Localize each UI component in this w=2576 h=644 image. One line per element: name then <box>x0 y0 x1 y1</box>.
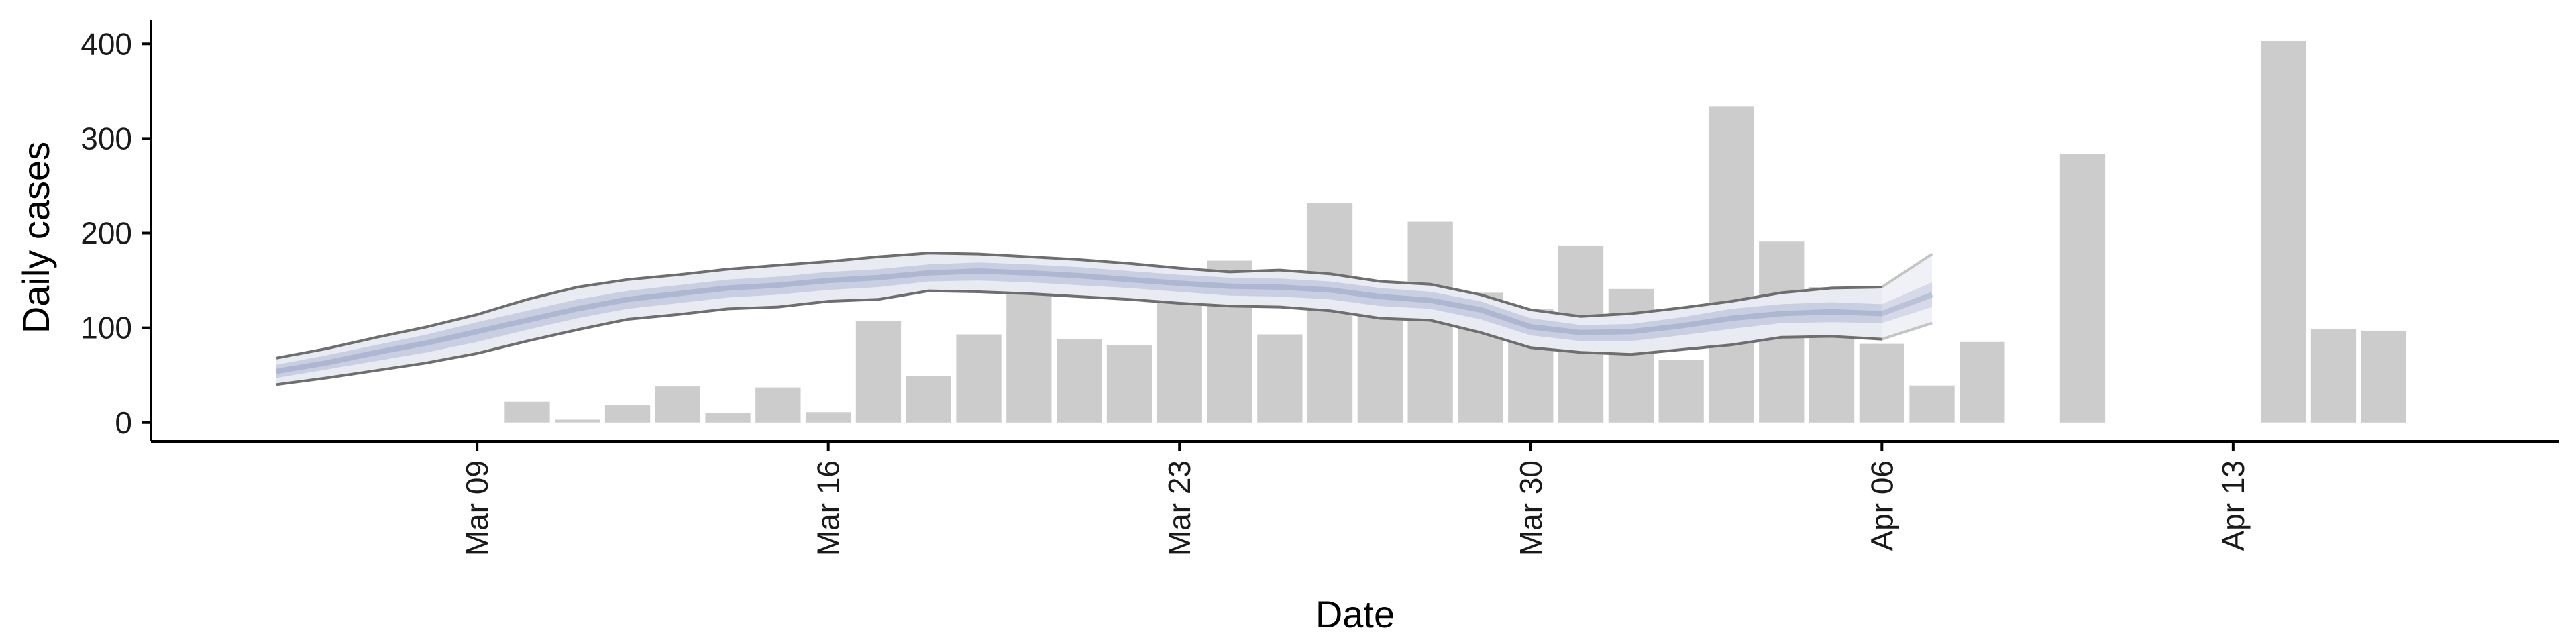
bar-2020-03-17 <box>855 321 902 423</box>
tick-layer: 0 100 200 300 400 Mar 09 Mar 16 Mar 23 Mar 30 Apr… <box>80 26 2251 556</box>
bar-2020-03-11 <box>555 419 600 423</box>
bar-2020-03-16 <box>806 412 851 423</box>
x-tick-label: Apr 06 <box>1864 460 1899 551</box>
y-tick-label: 400 <box>80 26 132 61</box>
bar-2020-04-07 <box>1909 385 1955 423</box>
bar-2020-04-10 <box>2059 154 2106 423</box>
y-tick-label: 300 <box>80 121 132 156</box>
bar-2020-03-12 <box>604 405 651 423</box>
x-tick-label: Apr 13 <box>2216 460 2251 551</box>
bar-2020-03-19 <box>956 334 1002 423</box>
bar-2020-04-08 <box>1960 341 2005 423</box>
y-tick-label: 100 <box>80 311 132 345</box>
bars-layer <box>504 41 2406 423</box>
estimate-band-layer <box>276 252 1933 386</box>
bar-2020-04-15 <box>2310 329 2357 423</box>
median-line <box>1880 292 1933 317</box>
bar-2020-03-21 <box>1057 339 1102 423</box>
bar-2020-03-15 <box>755 387 801 423</box>
bar-2020-03-18 <box>906 376 951 423</box>
upper-bound-line <box>276 252 1882 360</box>
bar-2020-03-13 <box>655 386 700 423</box>
bar-2020-04-14 <box>2261 41 2306 423</box>
estimate-band <box>276 252 1882 386</box>
x-axis-title: Date <box>1316 593 1395 635</box>
bar-2020-03-22 <box>1106 345 1152 423</box>
x-tick-label: Mar 30 <box>1513 460 1548 556</box>
bar-2020-04-16 <box>2361 330 2406 423</box>
bar-2020-04-02 <box>1658 360 1704 423</box>
bar-2020-04-01 <box>1608 288 1654 423</box>
x-tick-label: Mar 16 <box>811 460 846 556</box>
bar-2020-03-23 <box>1157 294 1202 423</box>
y-tick-label: 200 <box>80 216 132 251</box>
x-tick-label: Mar 23 <box>1162 460 1197 556</box>
x-tick-label: Mar 09 <box>460 460 494 556</box>
lower-bound-line <box>276 289 1882 386</box>
bar-2020-03-14 <box>705 413 751 423</box>
upper-bound-line <box>1881 252 1933 288</box>
bar-2020-04-06 <box>1859 343 1904 423</box>
y-axis-title: Daily cases <box>15 142 57 333</box>
lower-bound-line <box>1881 321 1933 341</box>
bar-2020-04-03 <box>1709 106 1754 423</box>
median-line <box>276 268 1882 374</box>
axes <box>150 20 2559 443</box>
y-tick-label: 0 <box>115 405 132 440</box>
bar-2020-03-10 <box>504 401 550 423</box>
estimate-extension <box>1880 252 1933 341</box>
bar-2020-03-25 <box>1257 334 1303 423</box>
